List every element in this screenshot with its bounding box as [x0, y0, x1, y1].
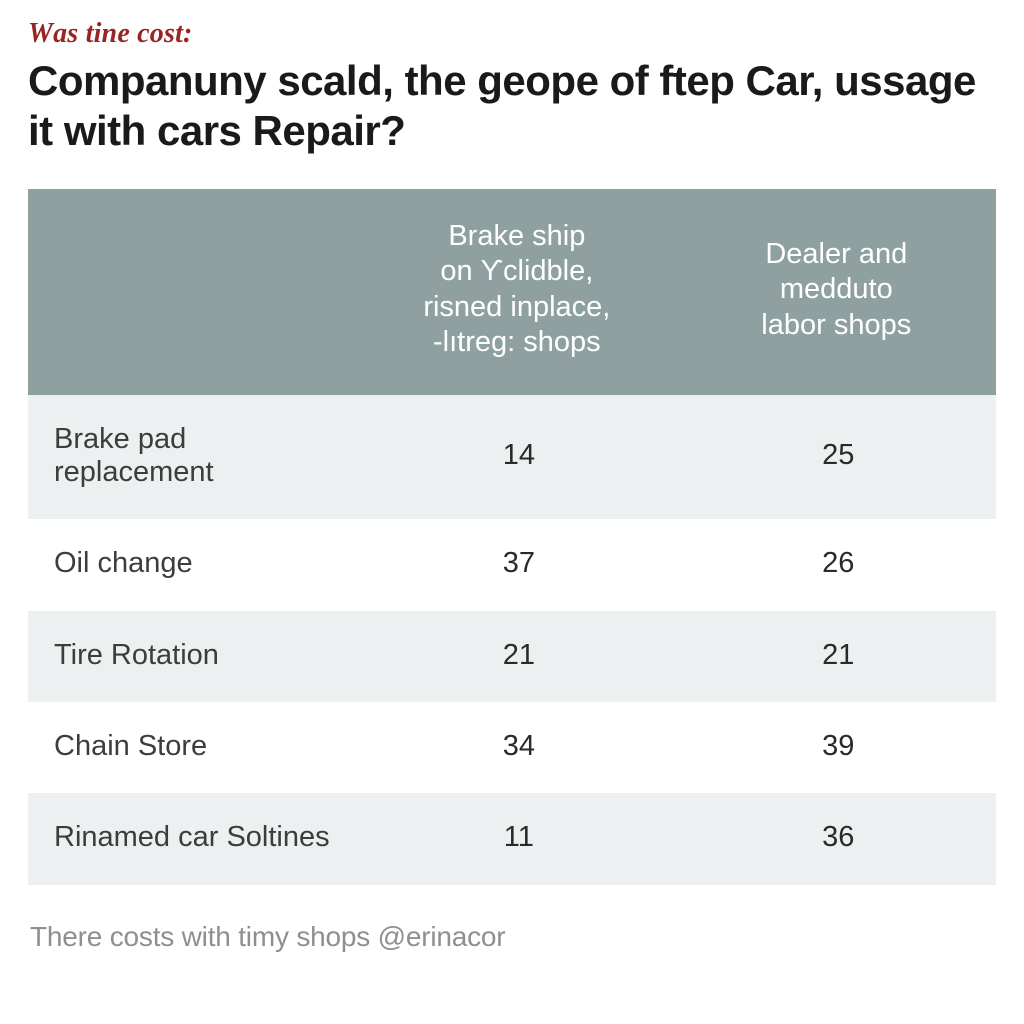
comparison-table: Brake ship on Ƴclidble, risned inplace, …	[28, 189, 996, 885]
row-value-col2: 25	[677, 395, 996, 520]
row-value-col2: 36	[677, 793, 996, 884]
eyebrow-text: Wɑs tine cost:	[28, 18, 996, 50]
table-header-col1: Brake ship on Ƴclidble, risned inplace, …	[357, 189, 676, 395]
table-header-blank	[28, 189, 357, 395]
table-row: Oil change 37 26	[28, 519, 996, 610]
row-value-col1: 21	[357, 611, 676, 702]
table-header-row: Brake ship on Ƴclidble, risned inplace, …	[28, 189, 996, 395]
table-header: Brake ship on Ƴclidble, risned inplace, …	[28, 189, 996, 395]
table-header-col2: Dealer and medduto labor shops	[677, 189, 996, 395]
row-value-col1: 34	[357, 702, 676, 793]
table-row: Rinamed car Soltines 11 36	[28, 793, 996, 884]
row-label: Chain Store	[28, 702, 357, 793]
row-label: Oil change	[28, 519, 357, 610]
row-value-col2: 39	[677, 702, 996, 793]
chart-container: Wɑs tine cost: Companuny scald, the geop…	[0, 0, 1024, 953]
row-value-col2: 26	[677, 519, 996, 610]
row-label: Brake pad replacement	[28, 395, 357, 520]
row-label: Tire Rotation	[28, 611, 357, 702]
table-row: Brake pad replacement 14 25	[28, 395, 996, 520]
row-label: Rinamed car Soltines	[28, 793, 357, 884]
table-body: Brake pad replacement 14 25 Oil change 3…	[28, 395, 996, 885]
row-value-col1: 37	[357, 519, 676, 610]
row-value-col2: 21	[677, 611, 996, 702]
footer-note: There costs with timy shops @erinacor	[28, 921, 996, 953]
chart-title: Companuny scald, the geope of ftep Car, …	[28, 56, 996, 155]
table-row: Tire Rotation 21 21	[28, 611, 996, 702]
table-row: Chain Store 34 39	[28, 702, 996, 793]
row-value-col1: 11	[357, 793, 676, 884]
row-value-col1: 14	[357, 395, 676, 520]
